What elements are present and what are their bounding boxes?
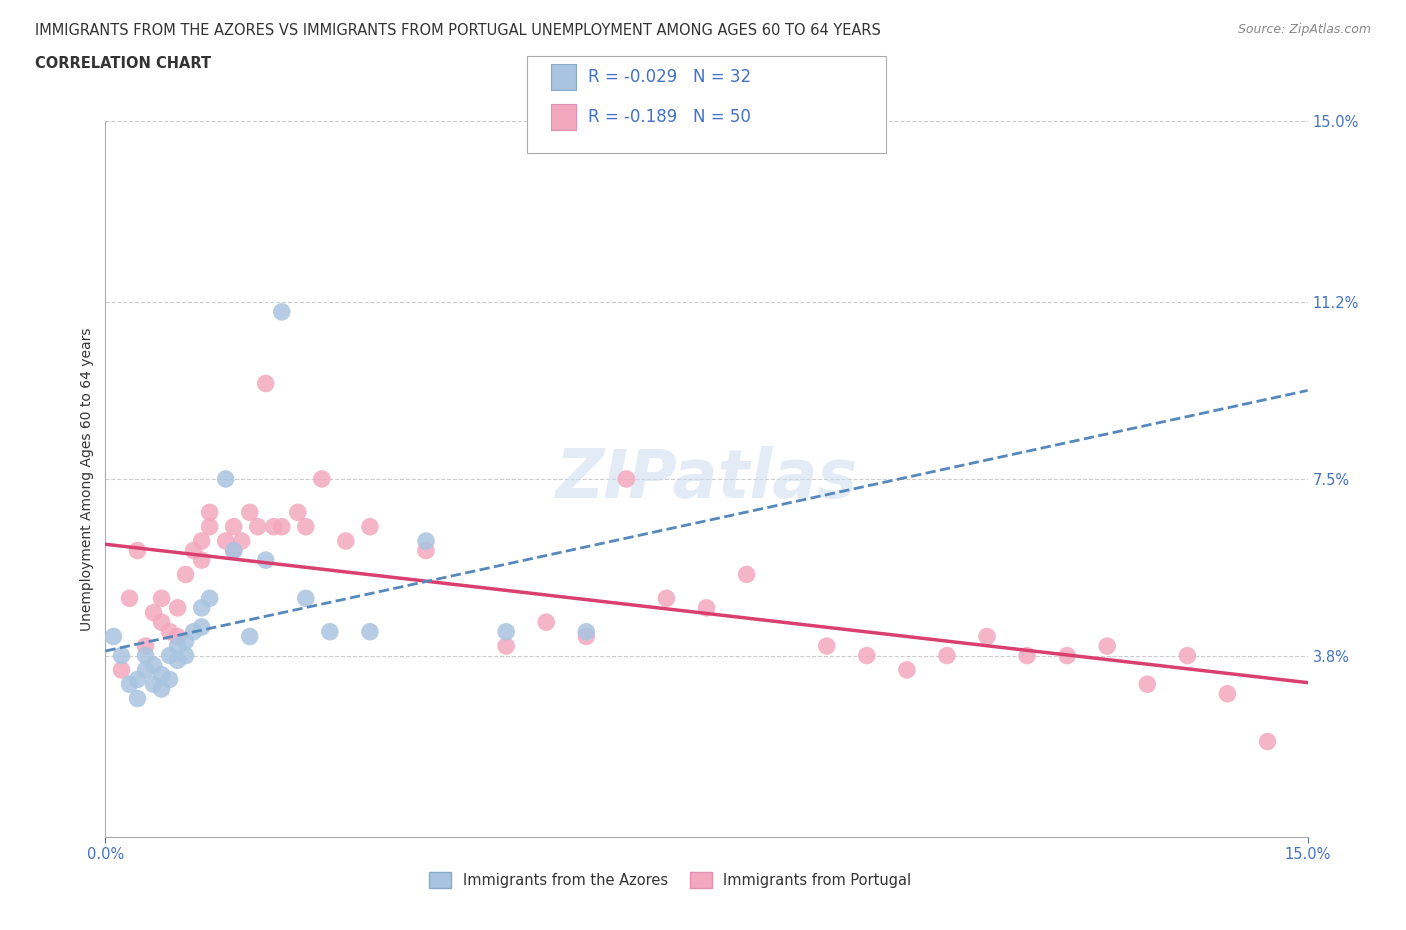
- Point: [270, 519, 292, 534]
- Point: [135, 648, 157, 663]
- Point: [198, 519, 221, 534]
- Point: [118, 677, 141, 692]
- Point: [254, 376, 277, 391]
- Point: [239, 629, 262, 644]
- Point: [415, 534, 437, 549]
- Point: [222, 543, 245, 558]
- Point: [534, 615, 557, 630]
- Y-axis label: Unemployment Among Ages 60 to 64 years: Unemployment Among Ages 60 to 64 years: [80, 327, 94, 631]
- Point: [495, 639, 517, 654]
- Text: R = -0.189   N = 50: R = -0.189 N = 50: [588, 109, 751, 126]
- Point: [976, 629, 998, 644]
- Point: [127, 543, 149, 558]
- Point: [495, 624, 517, 639]
- Point: [254, 552, 277, 567]
- Text: R = -0.029   N = 32: R = -0.029 N = 32: [588, 68, 751, 86]
- Point: [166, 629, 188, 644]
- Point: [142, 677, 165, 692]
- Point: [110, 648, 132, 663]
- Point: [198, 505, 221, 520]
- Point: [575, 624, 598, 639]
- Point: [166, 639, 188, 654]
- Point: [103, 629, 125, 644]
- Point: [335, 534, 357, 549]
- Point: [936, 648, 959, 663]
- Text: Source: ZipAtlas.com: Source: ZipAtlas.com: [1237, 23, 1371, 36]
- Point: [616, 472, 638, 486]
- Point: [319, 624, 342, 639]
- Point: [1056, 648, 1078, 663]
- Point: [183, 624, 205, 639]
- Point: [246, 519, 269, 534]
- Point: [270, 304, 292, 319]
- Point: [214, 472, 236, 486]
- Point: [239, 505, 262, 520]
- Point: [696, 601, 718, 616]
- Point: [1216, 686, 1239, 701]
- Point: [222, 543, 245, 558]
- Point: [1017, 648, 1039, 663]
- Point: [190, 534, 212, 549]
- Text: CORRELATION CHART: CORRELATION CHART: [35, 56, 211, 71]
- Point: [415, 543, 437, 558]
- Point: [655, 591, 678, 605]
- Point: [150, 615, 173, 630]
- Point: [735, 567, 758, 582]
- Point: [150, 591, 173, 605]
- Point: [263, 519, 285, 534]
- Point: [110, 662, 132, 677]
- Point: [1097, 639, 1119, 654]
- Point: [815, 639, 838, 654]
- Point: [127, 672, 149, 687]
- Point: [855, 648, 877, 663]
- Point: [118, 591, 141, 605]
- Point: [166, 653, 188, 668]
- Point: [127, 691, 149, 706]
- Point: [575, 629, 598, 644]
- Point: [174, 648, 197, 663]
- Point: [159, 648, 181, 663]
- Point: [190, 552, 212, 567]
- Point: [896, 662, 918, 677]
- Point: [190, 601, 212, 616]
- Point: [190, 619, 212, 634]
- Point: [150, 682, 173, 697]
- Point: [1136, 677, 1159, 692]
- Point: [295, 591, 318, 605]
- Point: [222, 519, 245, 534]
- Point: [142, 605, 165, 620]
- Point: [166, 601, 188, 616]
- Text: ZIPatlas: ZIPatlas: [555, 446, 858, 512]
- Point: [359, 624, 381, 639]
- Text: IMMIGRANTS FROM THE AZORES VS IMMIGRANTS FROM PORTUGAL UNEMPLOYMENT AMONG AGES 6: IMMIGRANTS FROM THE AZORES VS IMMIGRANTS…: [35, 23, 882, 38]
- Point: [231, 534, 253, 549]
- Point: [174, 567, 197, 582]
- Legend: Immigrants from the Azores, Immigrants from Portugal: Immigrants from the Azores, Immigrants f…: [423, 867, 917, 894]
- Point: [198, 591, 221, 605]
- Point: [359, 519, 381, 534]
- Point: [287, 505, 309, 520]
- Point: [142, 658, 165, 672]
- Point: [135, 639, 157, 654]
- Point: [1257, 734, 1279, 749]
- Point: [295, 519, 318, 534]
- Point: [311, 472, 333, 486]
- Point: [183, 543, 205, 558]
- Point: [1177, 648, 1199, 663]
- Point: [150, 667, 173, 682]
- Point: [135, 662, 157, 677]
- Point: [174, 634, 197, 649]
- Point: [159, 624, 181, 639]
- Point: [159, 672, 181, 687]
- Point: [214, 534, 236, 549]
